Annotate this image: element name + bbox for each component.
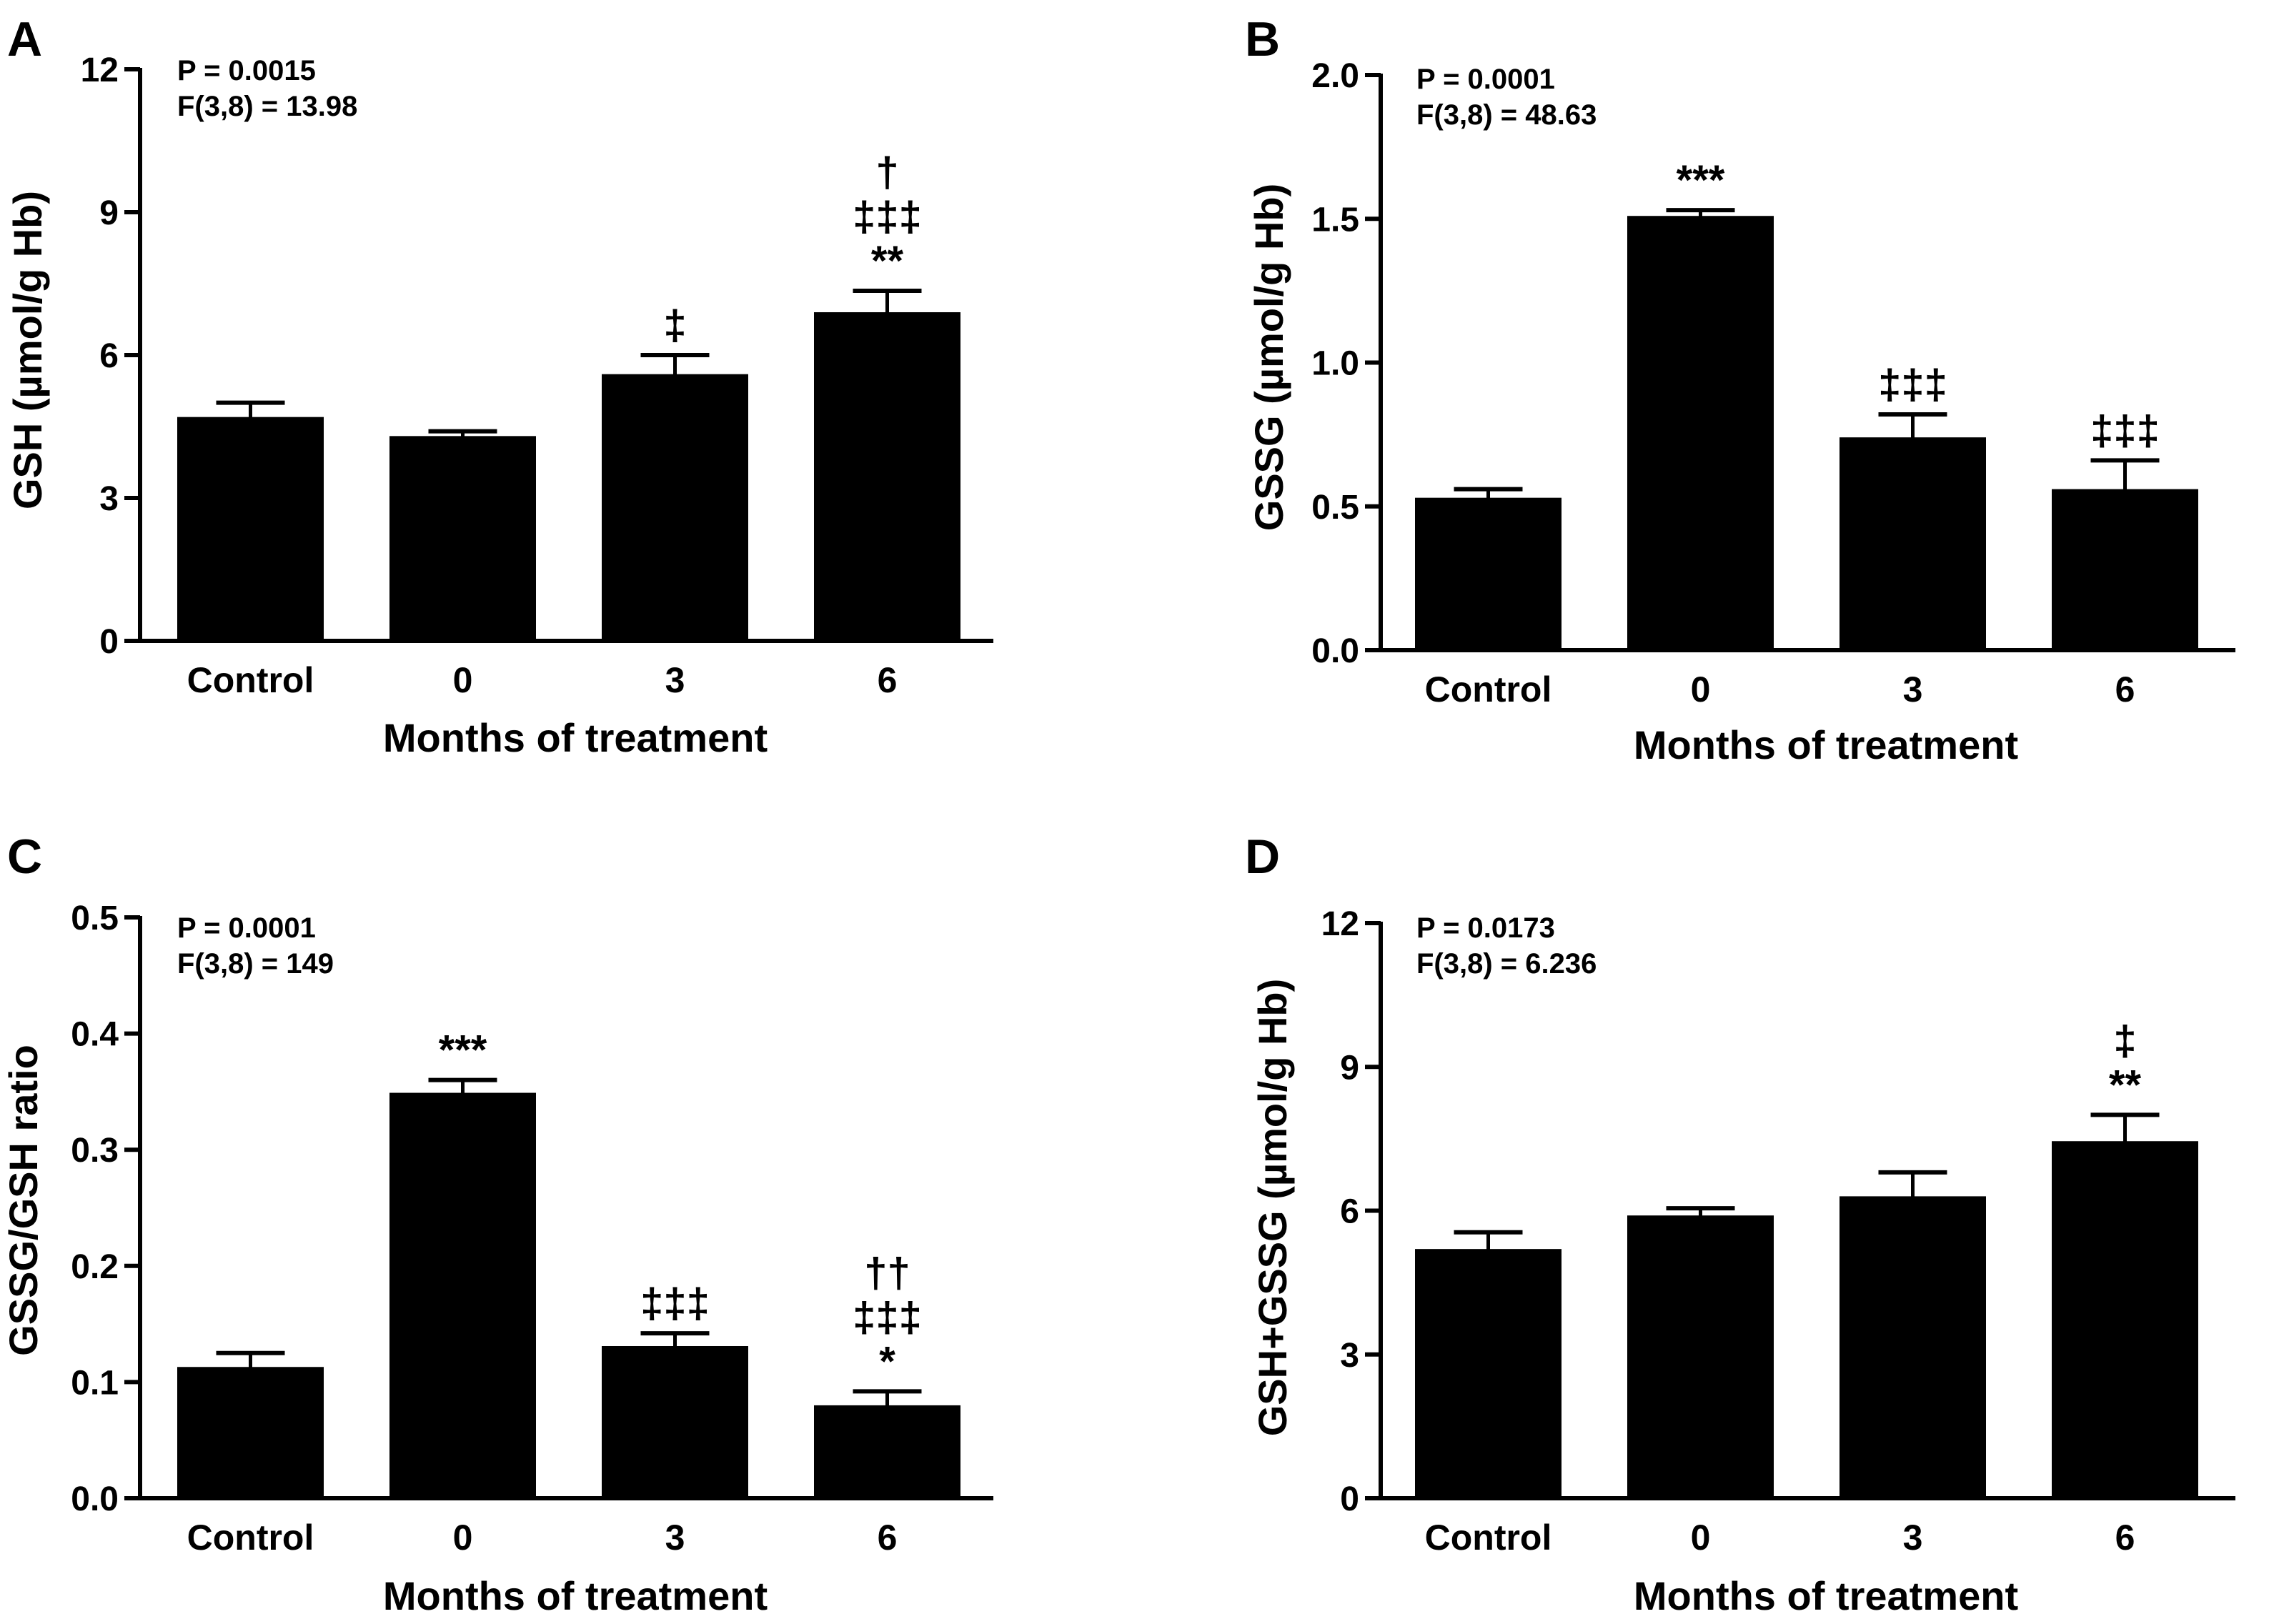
significance-marker: *** — [439, 1027, 487, 1074]
bar-control — [177, 417, 324, 641]
x-category-label: 0 — [453, 660, 473, 700]
p-value: P = 0.0001 — [177, 912, 316, 944]
f-statistic: F(3,8) = 13.98 — [177, 91, 357, 122]
p-value: P = 0.0001 — [1416, 64, 1555, 95]
chart-area: 0 3 6 9 12 Control 0 3 ‡ 6 †‡‡‡** — [81, 51, 993, 700]
y-tick-label: 1.5 — [1311, 201, 1359, 239]
x-axis-label: Months of treatment — [383, 715, 768, 760]
y-tick-label: 6 — [99, 337, 119, 375]
x-category-label: 0 — [453, 1518, 473, 1558]
x-category-label: 3 — [665, 660, 685, 700]
y-tick-label: 0.0 — [1311, 632, 1359, 670]
panel-letter: D — [1245, 830, 1280, 884]
y-tick-label: 0.5 — [71, 900, 119, 937]
x-category-label: 0 — [1691, 1518, 1711, 1558]
bar-control — [1415, 497, 1562, 650]
bar-3 — [1839, 1196, 1986, 1498]
y-tick-label: 2.0 — [1311, 57, 1359, 95]
y-tick-label: 0 — [99, 623, 119, 661]
bar-control — [177, 1367, 324, 1498]
significance-marker: †† — [864, 1250, 910, 1296]
bar-3 — [1839, 437, 1986, 650]
panel-letter: B — [1245, 12, 1280, 66]
x-axis-label: Months of treatment — [1634, 722, 2018, 767]
y-tick-label: 12 — [1321, 905, 1359, 943]
y-tick-label: 0.2 — [71, 1248, 119, 1286]
significance-marker: ‡‡‡ — [853, 1294, 922, 1340]
y-axis-label: GSSG (µmol/g Hb) — [1246, 184, 1291, 531]
x-category-label: Control — [187, 1518, 314, 1558]
y-tick-label: 1.0 — [1311, 345, 1359, 383]
y-axis-label: GSH (µmol/g Hb) — [5, 191, 50, 509]
x-axis-label: Months of treatment — [383, 1573, 768, 1618]
x-category-label: 6 — [878, 1518, 898, 1558]
significance-marker: ‡ — [2113, 1017, 2136, 1064]
x-category-label: 0 — [1691, 669, 1711, 709]
chart-area: 0.0 0.5 1.0 1.5 2.0 Control 0 *** 3 ‡‡‡ 6 ‡‡‡ — [1311, 57, 2235, 709]
significance-marker: ‡ — [663, 302, 686, 349]
significance-marker: ** — [2109, 1062, 2142, 1108]
f-statistic: F(3,8) = 6.236 — [1416, 948, 1597, 980]
panel-letter: A — [7, 12, 42, 66]
y-tick-label: 0.4 — [71, 1016, 119, 1054]
significance-marker: *** — [1677, 157, 1725, 204]
p-value: P = 0.0173 — [1416, 912, 1555, 944]
x-category-label: 6 — [878, 660, 898, 700]
p-value: P = 0.0015 — [177, 55, 316, 86]
x-category-label: Control — [187, 660, 314, 700]
x-axis-label: Months of treatment — [1634, 1573, 2018, 1618]
y-tick-label: 0.1 — [71, 1364, 119, 1402]
y-tick-label: 9 — [1340, 1049, 1359, 1087]
bar-3 — [602, 374, 748, 641]
panel-d: D P = 0.0173 F(3,8) = 6.236 GSH+GSSG (µm… — [1245, 830, 2235, 1618]
significance-marker: ‡‡‡ — [853, 194, 922, 240]
x-category-label: Control — [1425, 669, 1552, 709]
y-tick-label: 0 — [1340, 1480, 1359, 1518]
x-category-label: 3 — [665, 1518, 685, 1558]
panel-letter: C — [7, 830, 42, 884]
y-tick-label: 0.3 — [71, 1132, 119, 1170]
x-category-label: Control — [1425, 1518, 1552, 1558]
y-tick-label: 0.0 — [71, 1480, 119, 1518]
significance-marker: ‡‡‡ — [640, 1280, 710, 1327]
panel-c: C P = 0.0001 F(3,8) = 149 GSSG/GSH ratio… — [1, 830, 993, 1618]
y-tick-label: 3 — [1340, 1337, 1359, 1375]
bar-0 — [1627, 1215, 1774, 1498]
significance-marker: † — [875, 149, 898, 196]
chart-area: 0 3 6 9 12 Control 0 3 6 ‡** — [1321, 905, 2235, 1558]
bar-control — [1415, 1249, 1562, 1498]
y-tick-label: 9 — [99, 194, 119, 232]
bar-6 — [2052, 489, 2198, 650]
x-category-label: 3 — [1903, 1518, 1923, 1558]
f-statistic: F(3,8) = 149 — [177, 948, 334, 980]
significance-marker: ‡‡‡ — [1878, 362, 1947, 408]
significance-marker: ‡‡‡ — [2090, 407, 2160, 454]
bar-0 — [389, 1092, 536, 1498]
panel-a: A P = 0.0015 F(3,8) = 13.98 GSH (µmol/g … — [5, 12, 993, 760]
y-axis-label: GSSG/GSH ratio — [1, 1045, 46, 1356]
significance-marker: ** — [871, 238, 904, 284]
bar-0 — [1627, 216, 1774, 651]
bar-6 — [814, 312, 960, 641]
y-tick-label: 3 — [99, 480, 119, 518]
y-tick-label: 12 — [81, 51, 119, 89]
x-category-label: 6 — [2115, 669, 2135, 709]
panel-b: B P = 0.0001 F(3,8) = 48.63 GSSG (µmol/g… — [1245, 12, 2235, 767]
bar-0 — [389, 436, 536, 641]
y-tick-label: 0.5 — [1311, 489, 1359, 527]
x-category-label: 6 — [2115, 1518, 2135, 1558]
significance-marker: * — [879, 1338, 895, 1385]
y-tick-label: 6 — [1340, 1193, 1359, 1231]
bar-6 — [2052, 1141, 2198, 1498]
x-category-label: 3 — [1903, 669, 1923, 709]
bar-3 — [602, 1345, 748, 1498]
y-axis-label: GSH+GSSG (µmol/g Hb) — [1250, 979, 1295, 1437]
f-statistic: F(3,8) = 48.63 — [1416, 99, 1597, 131]
bar-6 — [814, 1405, 960, 1498]
